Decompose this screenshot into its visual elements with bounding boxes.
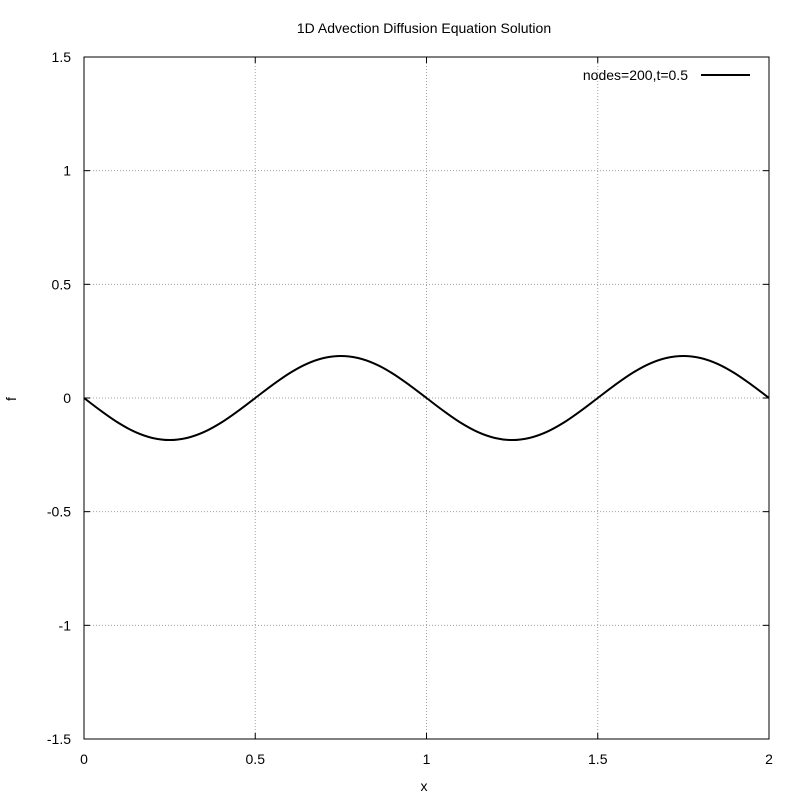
- x-axis-label: x: [421, 778, 428, 794]
- x-tick-label: 1: [423, 751, 431, 767]
- y-tick-label: 1.5: [52, 49, 72, 65]
- x-tick-label: 2: [765, 751, 773, 767]
- y-tick-label: 1: [63, 163, 71, 179]
- legend: nodes=200,t=0.5: [583, 67, 750, 83]
- series-layer: [83, 354, 770, 442]
- y-tick-label: 0.5: [52, 276, 72, 292]
- x-tick-label: 1.5: [588, 751, 608, 767]
- y-axis-label: f: [3, 397, 19, 401]
- y-tick-label: -0.5: [47, 504, 71, 520]
- chart-title: 1D Advection Diffusion Equation Solution: [297, 20, 551, 36]
- series-line: [83, 354, 770, 442]
- y-tick-label: -1: [59, 617, 72, 633]
- x-tick-label: 0: [80, 751, 88, 767]
- y-tick-label: -1.5: [47, 731, 71, 747]
- y-tick-label: 0: [63, 390, 71, 406]
- legend-label: nodes=200,t=0.5: [583, 67, 688, 83]
- axis-ticks: 0 0.5 1 1.5 2 -1.5 -1 -0.5 0 0.5 1 1.5: [47, 49, 773, 767]
- x-tick-label: 0.5: [246, 751, 266, 767]
